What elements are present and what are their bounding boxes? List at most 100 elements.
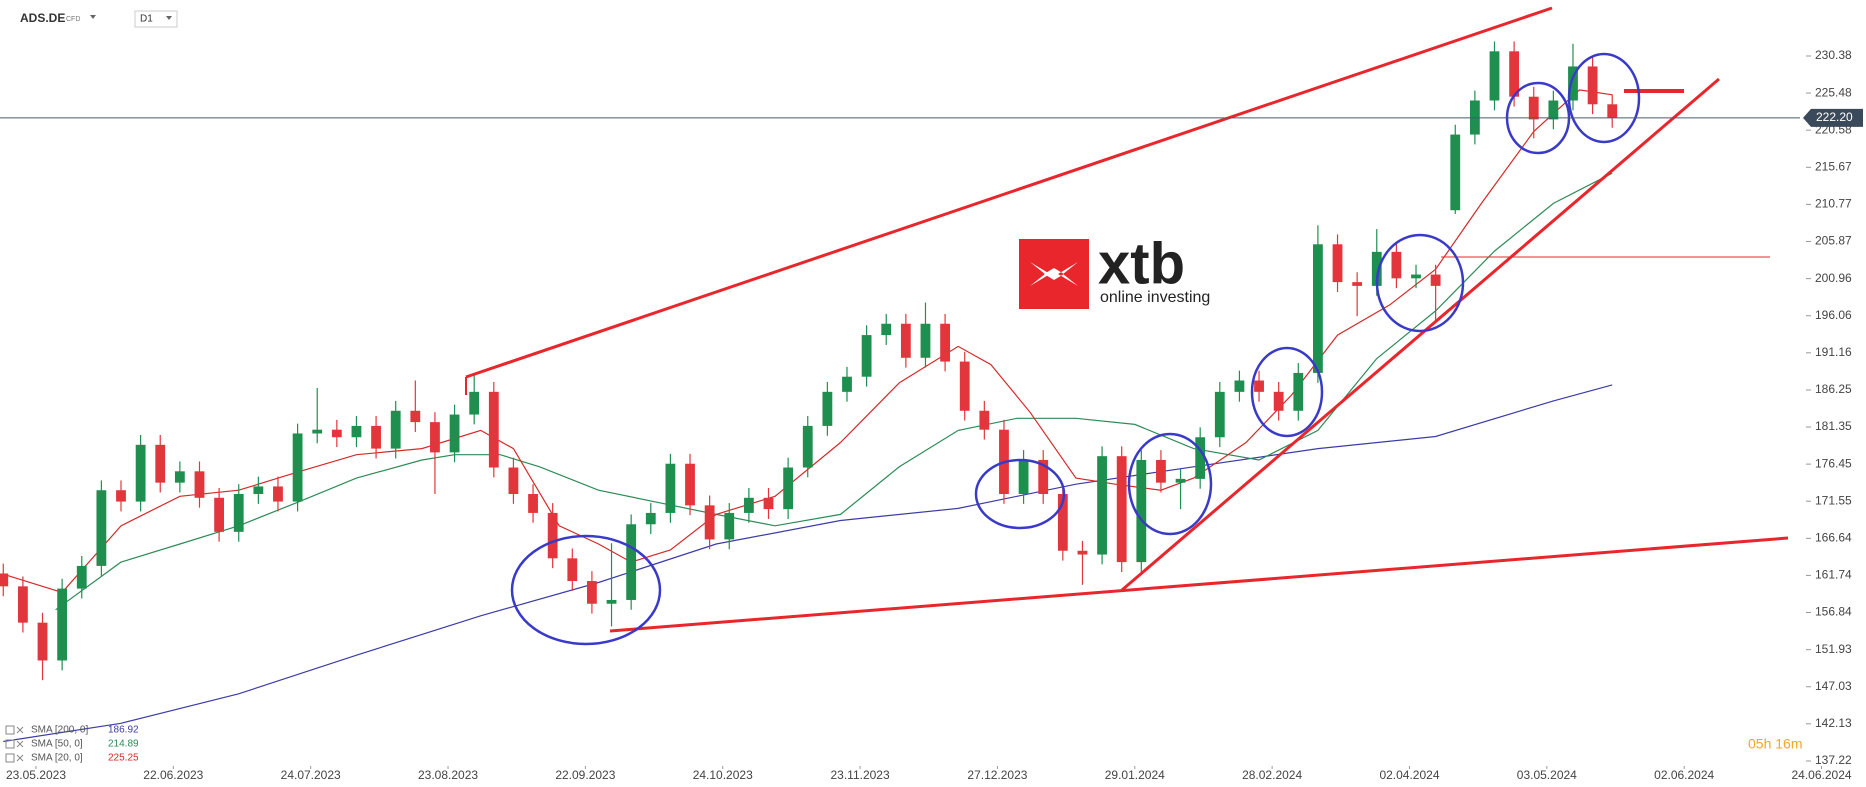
y-tick-label: 176.45 xyxy=(1815,456,1852,470)
y-tick-label: 142.13 xyxy=(1815,716,1852,730)
candle-body xyxy=(1548,100,1559,120)
candle-body xyxy=(1254,380,1264,392)
x-tick-label: 23.08.2023 xyxy=(418,768,478,782)
dropdown-arrow[interactable] xyxy=(90,15,96,19)
candle-body xyxy=(233,494,244,532)
candle-body xyxy=(665,463,676,513)
logo-tagline: online investing xyxy=(1100,289,1210,306)
candle-body xyxy=(567,558,578,582)
y-tick-label: 156.84 xyxy=(1815,605,1852,619)
legend-icon xyxy=(5,725,15,735)
candle-body xyxy=(724,512,735,540)
candle-body xyxy=(410,410,421,423)
logo-icon xyxy=(1030,262,1078,286)
price-label: 222.20 xyxy=(1816,110,1853,124)
symbol: ADS.DE xyxy=(20,11,65,25)
candle-body xyxy=(488,391,499,468)
candle-body xyxy=(194,471,205,498)
candle-body xyxy=(1371,251,1382,286)
indicators xyxy=(3,89,1613,743)
candle-body xyxy=(390,410,401,449)
candle-body xyxy=(1156,459,1166,483)
candle-body xyxy=(704,505,715,540)
sma-line xyxy=(3,89,1613,594)
y-tick-label: 210.77 xyxy=(1815,197,1852,211)
candle-body xyxy=(1607,104,1618,118)
drawings xyxy=(465,6,1789,646)
y-tick-label: 166.64 xyxy=(1815,531,1852,545)
timeframe[interactable]: D1 xyxy=(140,14,153,25)
highlight-ellipse xyxy=(1567,52,1641,144)
candle-body xyxy=(979,410,990,430)
legend-close[interactable] xyxy=(16,726,24,734)
candle-body xyxy=(371,425,381,449)
candle-body xyxy=(547,512,558,559)
logo-text: xtb xyxy=(1098,231,1185,296)
candle-body xyxy=(1568,66,1578,101)
candle-body xyxy=(76,565,87,589)
candle-body xyxy=(312,429,323,434)
candle-body xyxy=(469,391,480,415)
x-tick-label: 03.05.2024 xyxy=(1517,768,1577,782)
y-tick-label: 171.55 xyxy=(1815,493,1852,507)
candle-body xyxy=(96,490,107,566)
candle-body xyxy=(253,486,264,495)
candle-body xyxy=(1214,391,1225,438)
legend-close[interactable] xyxy=(16,754,24,762)
candle-body xyxy=(430,422,440,453)
candle-body xyxy=(959,361,970,411)
candle-body xyxy=(508,467,519,495)
candle-body xyxy=(881,323,892,336)
candle-body xyxy=(1352,282,1363,286)
candle-body xyxy=(37,622,48,661)
timeframe-select[interactable] xyxy=(134,10,178,28)
y-tick-label: 186.25 xyxy=(1815,382,1852,396)
candle-body xyxy=(1038,459,1049,495)
candle-body xyxy=(822,391,833,426)
candle-body xyxy=(1136,459,1147,563)
x-tick-label: 22.06.2023 xyxy=(143,768,203,782)
candle-body xyxy=(1195,437,1206,479)
candle-body xyxy=(743,497,754,513)
candle-body xyxy=(1430,274,1441,286)
candle-body xyxy=(763,497,774,510)
legend-close[interactable] xyxy=(16,740,24,748)
y-tick-label: 181.35 xyxy=(1815,419,1852,433)
candle-body xyxy=(1587,66,1598,105)
highlight-ellipse xyxy=(1250,346,1324,438)
candle-body xyxy=(528,494,538,513)
candle-body xyxy=(940,323,951,362)
candle-body xyxy=(1391,251,1402,279)
trendline xyxy=(1121,77,1720,592)
candle-body xyxy=(1489,51,1500,101)
highlight-ellipse xyxy=(1375,233,1465,333)
candle-body xyxy=(842,376,852,392)
candle-body xyxy=(1077,550,1088,555)
candle-body xyxy=(57,588,68,661)
countdown: 05h 16m xyxy=(1748,736,1802,752)
x-tick-label: 02.06.2024 xyxy=(1654,768,1714,782)
y-tick-label: 151.93 xyxy=(1815,642,1852,656)
highlight-ellipse xyxy=(510,534,662,646)
candle-body xyxy=(1332,244,1343,283)
x-tick-label: 22.09.2023 xyxy=(555,768,615,782)
candle-body xyxy=(1273,391,1284,411)
candle-body xyxy=(351,425,362,438)
candle-body xyxy=(155,444,166,483)
trendline xyxy=(465,6,1553,379)
candle-body xyxy=(449,414,460,453)
legend-name: SMA [200, 0] xyxy=(31,725,88,736)
x-tick-label: 29.01.2024 xyxy=(1105,768,1165,782)
candle-body xyxy=(900,323,911,358)
candle-body xyxy=(174,471,185,483)
dropdown-arrow[interactable] xyxy=(166,16,172,20)
y-tick-label: 225.48 xyxy=(1815,85,1852,99)
sma-line xyxy=(55,172,1613,611)
logo: xtb online investing xyxy=(1019,231,1210,309)
legend-name: SMA [20, 0] xyxy=(31,753,83,764)
legend-icon xyxy=(5,753,15,763)
highlight-ellipse xyxy=(974,458,1066,530)
candle-body xyxy=(861,335,872,377)
sma-line xyxy=(3,384,1613,743)
